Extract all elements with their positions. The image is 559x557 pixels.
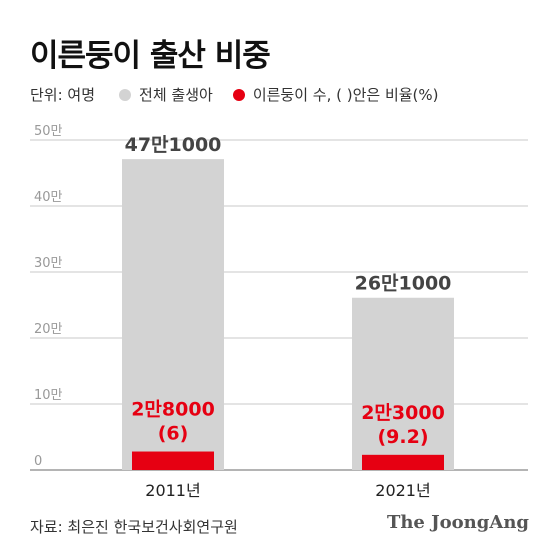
y-tick-label: 0	[34, 454, 42, 469]
bar-preterm	[132, 451, 214, 470]
legend-swatch-preterm	[232, 88, 245, 101]
chart-title: 이른둥이 출산 비중	[30, 38, 271, 74]
legend-item-preterm: 이른둥이 수, ( )안은 비율(%)	[232, 84, 439, 105]
legend-label-preterm: 이른둥이 수, ( )안은 비율(%)	[252, 86, 439, 104]
bar-total-births	[352, 297, 454, 470]
y-tick-label: 40만	[34, 190, 63, 205]
data-label-total: 26만1000	[355, 273, 452, 295]
source-note: 자료: 최은진 한국보건사회연구원	[30, 518, 238, 536]
legend-label-total: 전체 출생아	[139, 86, 213, 104]
data-label-preterm-count: 2만8000	[131, 399, 215, 421]
y-tick-label: 50만	[34, 124, 63, 139]
x-category-label: 2021년	[375, 481, 430, 500]
legend-item-total-births: 전체 출생아	[119, 84, 213, 105]
y-tick-label: 30만	[34, 256, 63, 271]
legend: 단위: 여명 전체 출생아 이른둥이 수, ( )안은 비율(%)	[30, 84, 459, 105]
y-tick-label: 20만	[34, 322, 63, 337]
unit-label: 단위: 여명	[30, 86, 96, 104]
data-label-preterm-count: 2만3000	[361, 402, 445, 424]
x-category-label: 2011년	[145, 481, 200, 500]
bar-total-births	[122, 159, 224, 470]
data-label-preterm-ratio: (6)	[158, 423, 189, 445]
data-label-total: 47만1000	[125, 134, 222, 156]
bar-chart: 0 10만 20만 30만 40만 50만 47만1000 2만8000(6) 2011년 26만…	[30, 124, 528, 500]
y-tick-label: 10만	[34, 388, 63, 403]
brand-logo: The JoongAng	[386, 512, 529, 533]
data-label-preterm-ratio: (9.2)	[377, 426, 428, 448]
bar-preterm	[362, 454, 444, 470]
legend-swatch-total	[119, 88, 132, 101]
